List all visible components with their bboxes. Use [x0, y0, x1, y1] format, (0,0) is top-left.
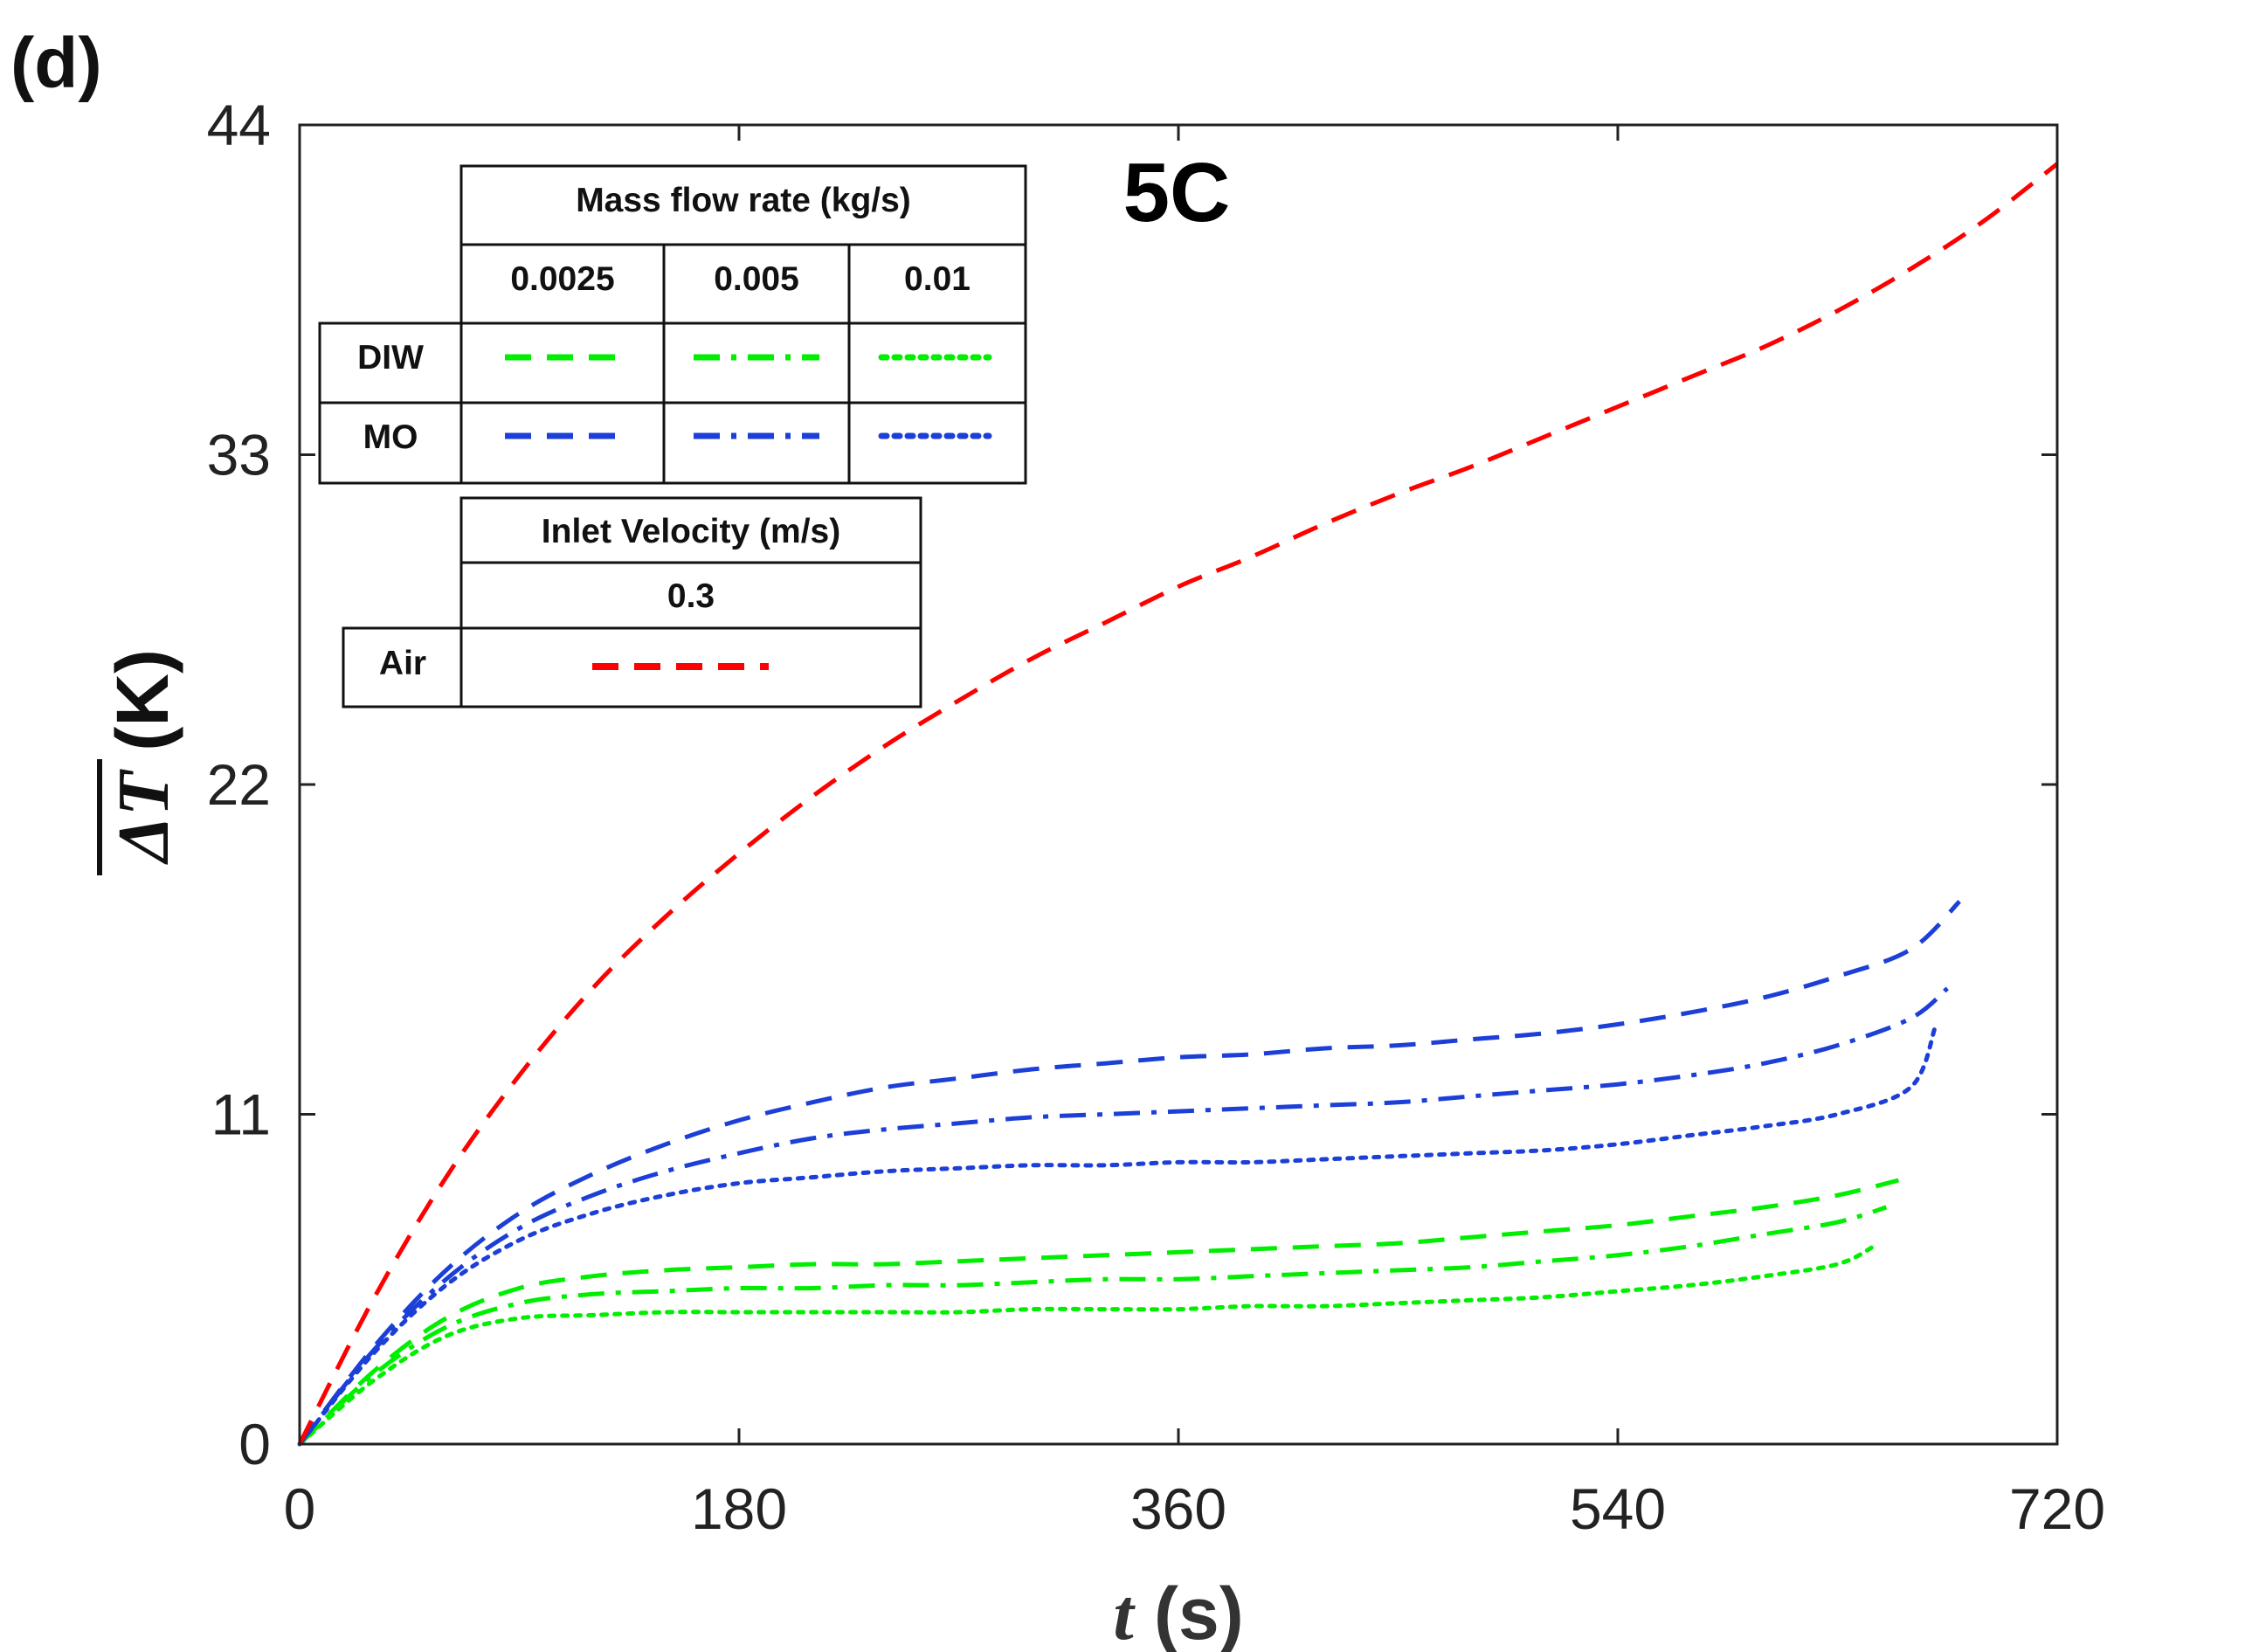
y-tick-label-0: 0 [238, 1412, 271, 1476]
tick-layer: 0 180 360 540 720 0 11 22 33 44 [207, 93, 2105, 1541]
legend-mass-col-1: 0.0025 [510, 260, 614, 298]
x-axis-label-unit: (s) [1134, 1573, 1244, 1652]
legend-velocity-value: 0.3 [667, 577, 715, 615]
x-tick-label-1: 180 [691, 1476, 787, 1541]
series-line-mo-0-005-kg-s [298, 986, 1949, 1446]
svg-text:ΔT (K): ΔT (K) [101, 649, 184, 865]
series-line-mo-0-01-kg-s [297, 1025, 1938, 1447]
x-tick-label-4: 720 [2009, 1476, 2105, 1541]
legend-mass-col-3: 0.01 [904, 260, 971, 298]
legend-row-label-mo: MO [363, 418, 418, 456]
y-tick-label-4: 44 [207, 93, 271, 157]
legend-mass-col-2: 0.005 [714, 260, 799, 298]
legend-swatches [505, 354, 992, 439]
series-line-diw-0-005-kg-s [298, 1205, 1888, 1446]
legend-velocity-table [342, 496, 922, 708]
y-axis-label-unit: (K) [101, 649, 183, 771]
y-tick-label-2: 22 [207, 752, 271, 817]
legend-mass-flow-table [318, 164, 1027, 485]
x-tick-label-2: 360 [1130, 1476, 1226, 1541]
series-line-mo-0-0025-kg-s [298, 900, 1961, 1446]
series-line-diw-0-01-kg-s [297, 1244, 1876, 1447]
x-axis-label: t (s) [1113, 1573, 1243, 1652]
x-tick-label-0: 0 [284, 1476, 316, 1541]
y-tick-label-1: 11 [211, 1082, 271, 1147]
legend-row-label-air: Air [379, 645, 426, 682]
x-tick-label-3: 540 [1570, 1476, 1666, 1541]
series-line-diw-0-0025-kg-s [298, 1178, 1900, 1446]
series-line-air-0-3-m-s [297, 162, 2059, 1446]
legend-velocity-header: Inlet Velocity (m/s) [542, 513, 840, 550]
y-tick-label-3: 33 [207, 423, 271, 487]
legend-mass-header: Mass flow rate (kg/s) [576, 182, 911, 219]
legend-row-label-diw: DIW [357, 339, 424, 377]
chart-annotation: 5C [1123, 146, 1231, 239]
panel-label: (d) [10, 24, 102, 103]
y-axis-label-symbol: ΔT [103, 768, 184, 865]
x-axis-label-symbol: t [1113, 1574, 1136, 1652]
y-axis-label: ΔT (K) [97, 649, 184, 875]
series-layer [297, 162, 2059, 1447]
